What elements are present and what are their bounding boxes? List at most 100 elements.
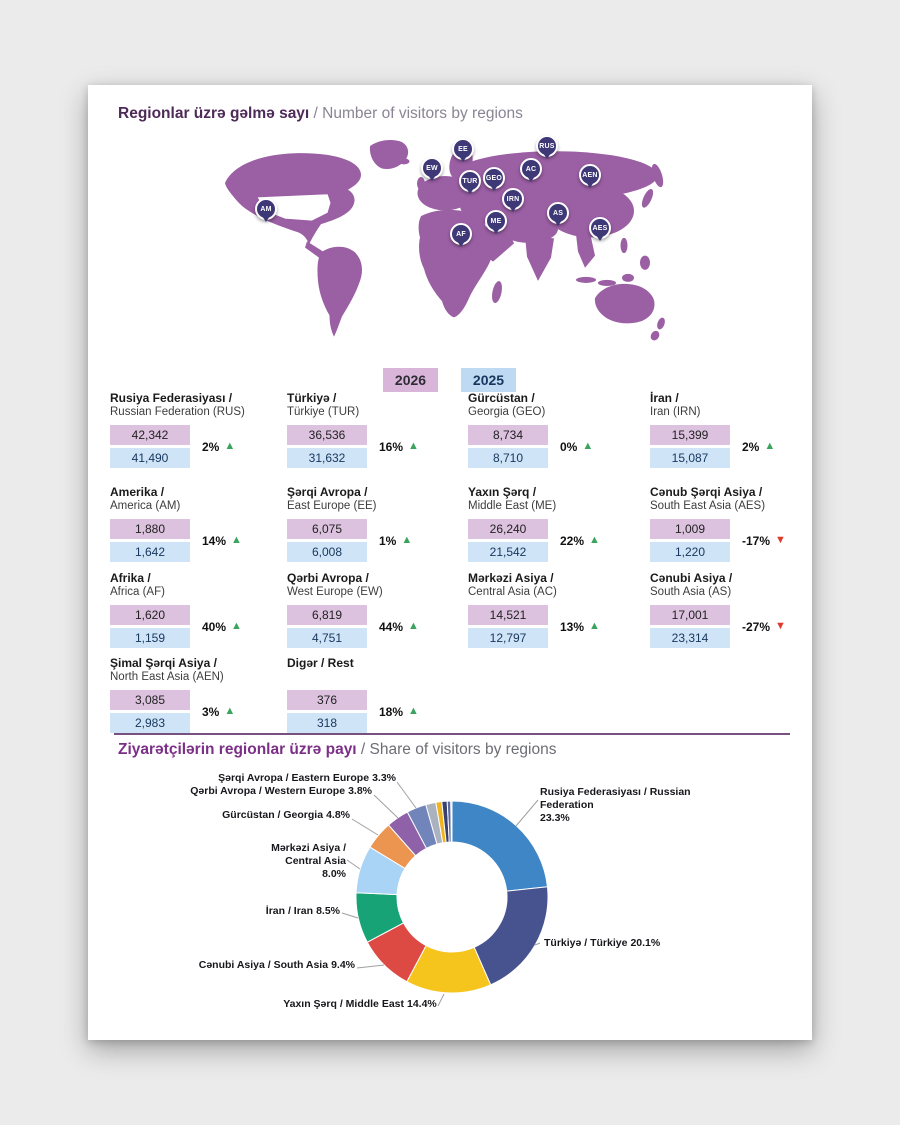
percent-change: 44%	[379, 619, 404, 634]
map-pin-ee: EE	[452, 138, 474, 160]
chart-label-eastern-europe: Şərqi Avropa / Eastern Europe 3.3%	[218, 772, 396, 784]
map-pin-am: AM	[255, 198, 277, 220]
region-card-title: Şərqi Avropa / East Europe (EE)	[287, 485, 468, 513]
region-name-az: Şərqi Avropa /	[287, 485, 368, 499]
trend-arrow-icon: ▼	[775, 620, 786, 632]
region-name-en: North East Asia (AEN)	[110, 671, 224, 683]
value-2025: 8,710	[468, 448, 548, 468]
chart-label-central-asia: Mərkəzi Asiya / Central Asia 8.0%	[271, 842, 346, 880]
section-title-az: Ziyarətçilərin regionlar üzrə payı	[118, 741, 357, 758]
percent-change: 40%	[202, 619, 227, 634]
region-card-title: Amerika / America (AM)	[110, 485, 287, 513]
page-title-en: / Number of visitors by regions	[309, 105, 523, 122]
region-name-az: Şimal Şərqi Asiya /	[110, 656, 217, 670]
report-page: Regionlar üzrə gəlmə sayı / Number of vi…	[88, 85, 812, 1040]
value-2025: 1,159	[110, 628, 190, 648]
percent-change: 2%	[202, 439, 220, 454]
value-2025: 1,642	[110, 542, 190, 562]
region-name-en: South East Asia (AES)	[650, 500, 766, 512]
trend-arrow-icon: ▲	[401, 534, 413, 546]
value-2025: 31,632	[287, 448, 367, 468]
region-card: Mərkəzi Asiya / Central Asia (AC) 14,521…	[468, 572, 650, 657]
value-2025: 6,008	[287, 542, 367, 562]
region-name-az: Digər / Rest	[287, 656, 354, 670]
chart-label-georgia: Gürcüstan / Georgia 4.8%	[222, 809, 350, 821]
value-2025: 15,087	[650, 448, 730, 468]
trend-arrow-icon: ▲	[224, 705, 236, 717]
region-card: İran / Iran (IRN) 15,399 15,087 2% ▲	[650, 392, 804, 486]
region-name-en: Central Asia (AC)	[468, 586, 557, 598]
region-card-title: İran / Iran (IRN)	[650, 391, 804, 419]
chart-label-russian-federation: Rusiya Federasiyası / Russian Federation…	[540, 786, 691, 824]
region-name-en: East Europe (EE)	[287, 500, 377, 512]
region-card: Cənubi Asiya / South Asia (AS) 17,001 23…	[650, 572, 804, 657]
section-title-en: / Share of visitors by regions	[356, 741, 557, 758]
value-2026: 8,734	[468, 425, 548, 445]
percent-change: 13%	[560, 619, 585, 634]
percent-change: -17%	[742, 533, 771, 548]
year-legend: 2026 2025	[383, 368, 516, 392]
page-title-az: Regionlar üzrə gəlmə sayı	[118, 105, 310, 122]
region-name-en: Georgia (GEO)	[468, 406, 546, 418]
trend-arrow-icon: ▲	[224, 440, 236, 452]
region-card-title: Cənubi Asiya / South Asia (AS)	[650, 571, 804, 599]
trend-arrow-icon: ▲	[408, 705, 419, 717]
trend-arrow-icon: ▲	[589, 534, 600, 546]
region-name-az: Cənub Şərqi Asiya /	[650, 485, 763, 499]
map-pin-tur: TUR	[459, 170, 481, 192]
region-card: Qərbi Avropa / West Europe (EW) 6,819 4,…	[287, 572, 468, 657]
region-name-az: Türkiyə /	[287, 391, 337, 405]
region-card: Şimal Şərqi Asiya / North East Asia (AEN…	[110, 657, 287, 739]
world-map-svg	[225, 139, 665, 341]
region-name-az: Cənubi Asiya /	[650, 571, 733, 585]
value-2025: 23,314	[650, 628, 730, 648]
region-card-title: Rusiya Federasiyası / Russian Federation…	[110, 392, 287, 419]
trend-arrow-icon: ▲	[408, 620, 419, 632]
map-pin-ew: EW	[421, 157, 443, 179]
trend-arrow-icon: ▲	[589, 620, 600, 632]
region-card: Yaxın Şərq / Middle East (ME) 26,240 21,…	[468, 486, 650, 572]
trend-arrow-icon: ▲	[408, 440, 419, 452]
legend-year-2026: 2026	[383, 368, 438, 392]
region-stats-grid: Rusiya Federasiyası / Russian Federation…	[110, 392, 804, 739]
value-2025: 21,542	[468, 542, 548, 562]
region-name-en: Iran (IRN)	[650, 406, 701, 418]
value-2026: 6,075	[287, 519, 367, 539]
world-map: AM EW EE TUR GEO AC RUS AEN IRN ME AS AES AF	[205, 135, 685, 363]
region-card-title: Gürcüstan / Georgia (GEO)	[468, 391, 650, 419]
region-name-az: Gürcüstan /	[468, 391, 535, 405]
trend-arrow-icon: ▲	[582, 440, 594, 452]
region-name-en: South Asia (AS)	[650, 586, 732, 598]
donut-slice-13	[450, 800, 453, 843]
value-2026: 42,342	[110, 425, 190, 445]
percent-change: 2%	[742, 439, 760, 454]
map-pin-rus: RUS	[536, 135, 558, 157]
region-name-az: Yaxın Şərq /	[468, 485, 537, 499]
map-pin-aes: AES	[589, 217, 611, 239]
region-card-title: Cənub Şərqi Asiya / South East Asia (AES…	[650, 485, 804, 513]
percent-change: 14%	[202, 533, 227, 548]
chart-label-western-europe: Qərbi Avropa / Western Europe 3.8%	[190, 785, 372, 797]
region-card: Digər / Rest 376 318 18% ▲	[287, 657, 468, 739]
region-name-az: Qərbi Avropa /	[287, 571, 369, 585]
region-name-en: Türkiye (TUR)	[287, 406, 360, 418]
donut-slice-1	[473, 886, 549, 986]
percent-change: 22%	[560, 533, 585, 548]
value-2026: 6,819	[287, 605, 367, 625]
region-card-title: Şimal Şərqi Asiya / North East Asia (AEN…	[110, 656, 287, 684]
value-2026: 1,009	[650, 519, 730, 539]
region-name-az: Afrika /	[110, 571, 151, 585]
percent-change: 3%	[202, 704, 220, 719]
region-name-az: Amerika /	[110, 485, 165, 499]
label-leader-lines	[341, 781, 541, 1007]
trend-arrow-icon: ▲	[231, 620, 242, 632]
chart-label-iran: İran / Iran 8.5%	[265, 905, 340, 917]
page-title: Regionlar üzrə gəlmə sayı / Number of vi…	[118, 105, 523, 123]
percent-change: 16%	[379, 439, 404, 454]
region-name-az: İran /	[650, 391, 679, 405]
region-card: Gürcüstan / Georgia (GEO) 8,734 8,710 0%…	[468, 392, 650, 486]
value-2025: 2,983	[110, 713, 190, 733]
region-card: Şərqi Avropa / East Europe (EE) 6,075 6,…	[287, 486, 468, 572]
section-title: Ziyarətçilərin regionlar üzrə payı / Sha…	[118, 741, 557, 759]
region-name-en: West Europe (EW)	[287, 586, 383, 598]
